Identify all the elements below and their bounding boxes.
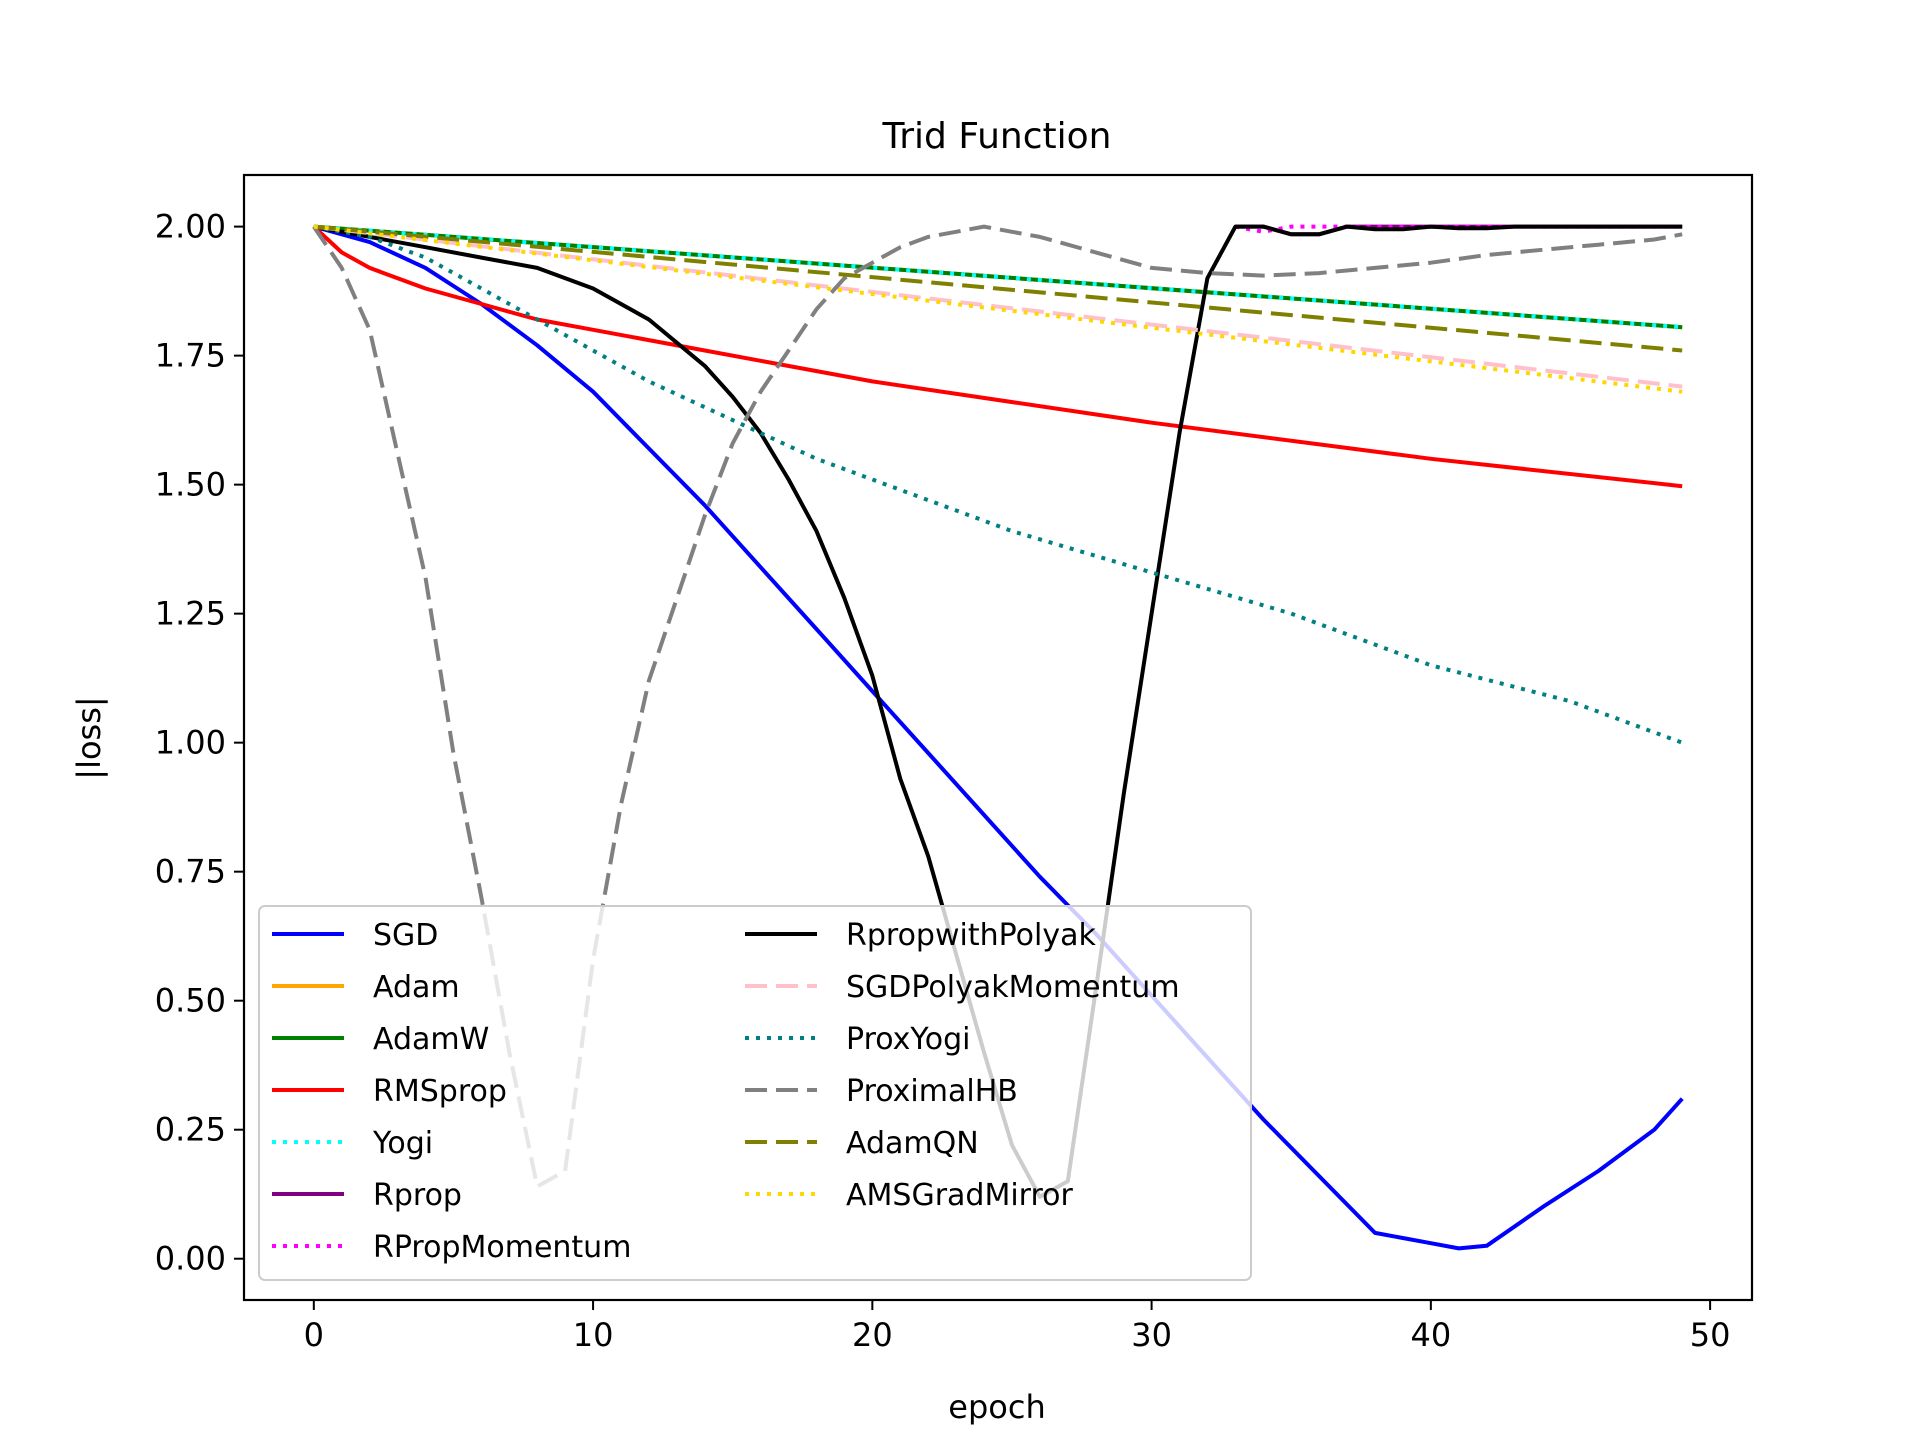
y-tick-label: 2.00 [155, 208, 226, 246]
legend-label-sgd: SGD [373, 918, 438, 953]
legend-label-adam: Adam [373, 970, 460, 1005]
series-line-adamqn [313, 224, 1683, 353]
chart-title: Trid Function [882, 116, 1112, 157]
y-tick-label: 1.25 [155, 595, 226, 633]
legend-label-rmsprop: RMSprop [373, 1074, 507, 1109]
legend-items: SGD Adam AdamW RMSprop Yogi Rprop RPropMomentu… [272, 918, 1180, 1265]
y-tick-label: 1.75 [155, 337, 226, 375]
legend-label-rpropwithpolyak: RpropwithPolyak [846, 918, 1096, 953]
y-axis-label: |loss| [70, 696, 108, 779]
legend-label-rpropmomentum: RPropMomentum [373, 1230, 631, 1265]
x-tick-label: 20 [852, 1316, 893, 1354]
y-tick-label: 0.50 [155, 982, 226, 1020]
legend-label-rprop: Rprop [373, 1178, 462, 1213]
series-line-adamw [313, 224, 1683, 330]
legend-frame [258, 905, 1252, 1281]
legend-label-amsgradmirror: AMSGradMirror [846, 1178, 1074, 1213]
x-axis-label: epoch [948, 1388, 1045, 1426]
y-tick-label: 0.00 [155, 1240, 226, 1278]
y-tick-label: 1.50 [155, 466, 226, 504]
x-tick-label: 50 [1690, 1316, 1731, 1354]
x-tick-label: 30 [1131, 1316, 1172, 1354]
legend-label-proximalhb: ProximalHB [846, 1074, 1018, 1109]
series-line-sgd [313, 224, 1684, 1251]
x-tick-label: 0 [304, 1316, 324, 1354]
x-tick-label: 40 [1410, 1316, 1451, 1354]
legend-label-yogi: Yogi [372, 1126, 433, 1161]
y-tick-label: 1.00 [155, 724, 226, 762]
plot-frame [242, 173, 1754, 1302]
legend: SGD Adam AdamW RMSprop Yogi Rprop RPropMomentu… [258, 905, 1252, 1281]
y-tick-label: 0.75 [155, 853, 226, 891]
legend-label-adamqn: AdamQN [846, 1126, 979, 1161]
y-tick-label: 0.25 [155, 1111, 226, 1149]
legend-label-adamw: AdamW [373, 1022, 489, 1057]
legend-label-sgdpolyakmomentum: SGDPolyakMomentum [846, 970, 1180, 1005]
axis-layer: 0 10 20 30 40 50 0.00 0.25 0.50 0.75 1.00 1.25 1.50 1… [155, 208, 1731, 1354]
series-line-sgdpolyakmomentum [313, 224, 1683, 389]
legend-label-proxyogi: ProxYogi [846, 1022, 971, 1057]
x-tick-label: 10 [573, 1316, 614, 1354]
